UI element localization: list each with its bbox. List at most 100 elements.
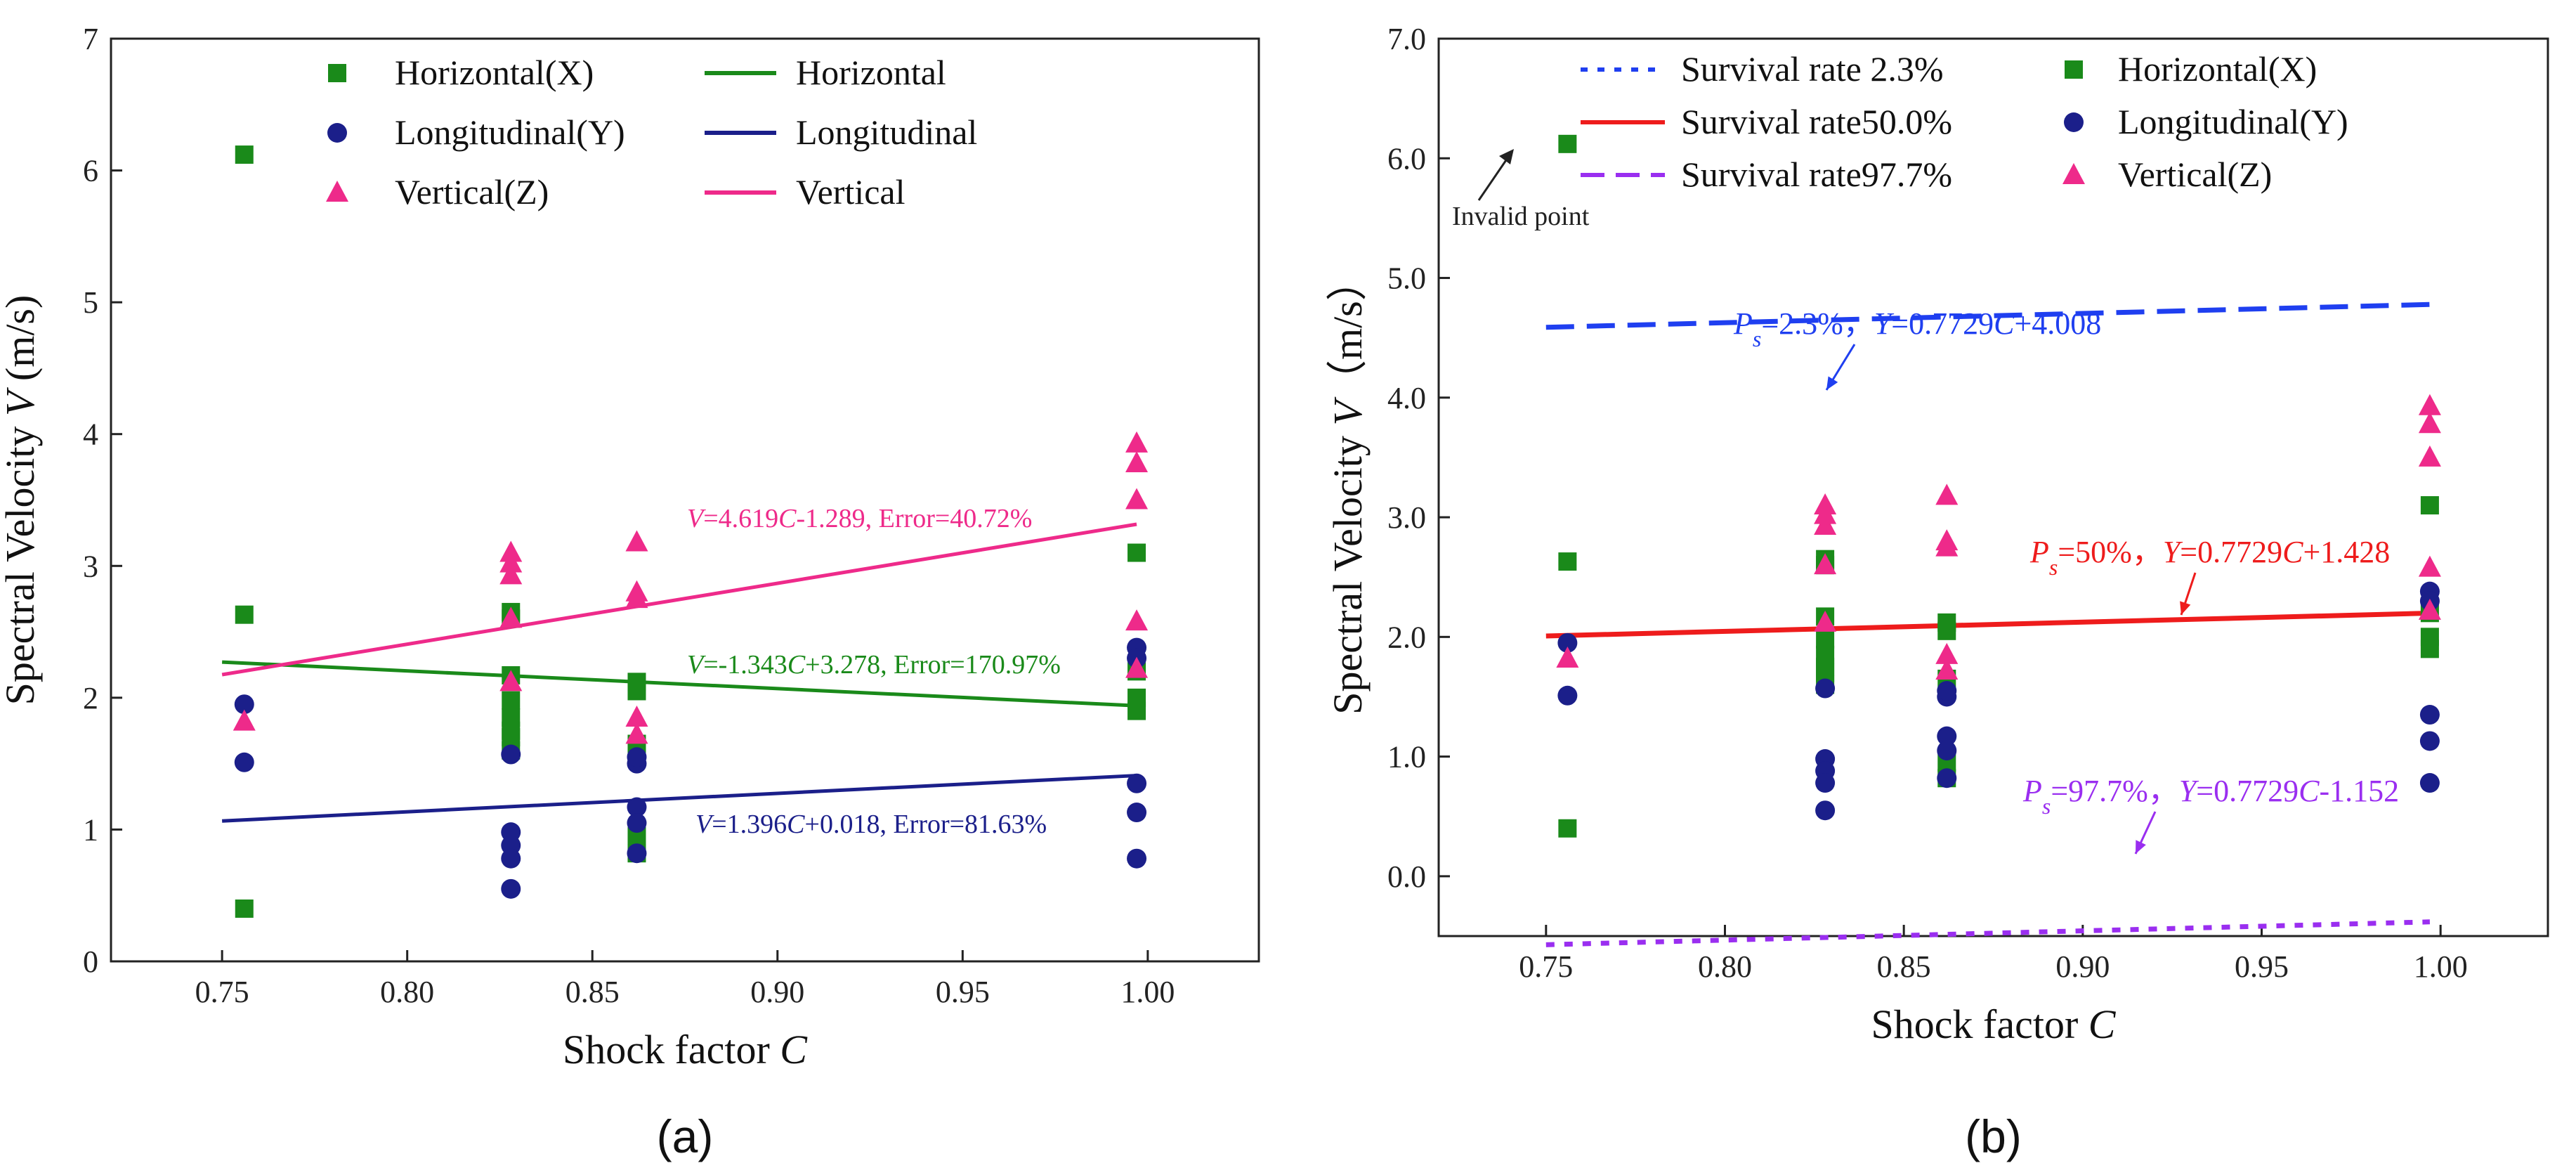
data-point [1127, 803, 1147, 823]
x-axis-label-var: C [780, 1027, 808, 1072]
chart-panel-b: 0.75 0.80 0.85 0.90 0.95 1.00 0.0 1.0 2.0 3.0 4.0 5… [1325, 22, 2549, 1162]
data-point [2418, 555, 2441, 577]
data-point [627, 843, 647, 864]
data-point [1937, 726, 1957, 746]
invalid-point-arrowhead [1499, 149, 1514, 164]
eq-intercept: +4.008 [2014, 306, 2101, 341]
y-tick-label: 4.0 [1387, 381, 1426, 415]
legend-label: Longitudinal(Y) [2118, 102, 2348, 141]
data-point [235, 899, 254, 918]
data-point [1937, 741, 1957, 761]
x-tick-label: 0.90 [2055, 949, 2110, 984]
series-vertical-z- [233, 431, 1149, 744]
fit-line-horizontal [222, 660, 1137, 708]
data-point [1816, 630, 1835, 649]
eq-ps: =50%， [2058, 535, 2162, 569]
data-point [499, 670, 523, 692]
data-point [1815, 678, 1836, 699]
y-tick-label: 7 [83, 22, 98, 56]
equation-label: V=-1.343C+3.278, Error=170.97% [687, 650, 1061, 680]
invalid-point-label: Invalid point [1452, 202, 1590, 231]
equation-arrowhead [2136, 840, 2146, 854]
data-point [234, 752, 254, 772]
eq-var: Y [2163, 535, 2183, 569]
eq-ps: =97.7%， [2051, 774, 2178, 808]
legend-label: Longitudinal(Y) [395, 112, 625, 152]
data-point [1127, 701, 1146, 720]
data-point [1125, 450, 1149, 472]
data-point [1937, 768, 1957, 788]
data-point [625, 530, 648, 552]
plot-frame [110, 37, 1260, 963]
data-point [1815, 773, 1836, 793]
data-point [501, 744, 521, 765]
y-tick-label: 2.0 [1387, 620, 1426, 654]
data-point [233, 709, 256, 731]
eq-rest: +3.278, Error=170.97% [805, 650, 1061, 680]
data-point [2420, 496, 2439, 515]
data-point [1127, 848, 1147, 869]
data-point [1125, 656, 1149, 678]
data-point [1814, 553, 1837, 575]
data-point [501, 878, 521, 899]
y-tick-label: 1.0 [1387, 740, 1426, 774]
x-axis-label: Shock factor C [563, 1027, 808, 1072]
data-point [1935, 535, 1959, 557]
legend-marker [328, 64, 346, 82]
panel-label: (b) [1965, 1110, 2022, 1162]
y-axis-label-text: Spectral Velocity [0, 416, 43, 705]
x-tick-label: 0.85 [565, 975, 620, 1009]
data-point [1125, 488, 1149, 509]
x-tick-label: 0.75 [1519, 949, 1573, 984]
eq-sub: s [1753, 326, 1761, 351]
fit-line-survival-rate-2-3- [1545, 301, 2431, 330]
fit-line-vertical [221, 522, 1137, 677]
legend-label: Survival rate97.7% [1681, 155, 1952, 194]
y-tick-label: 7.0 [1387, 22, 1426, 56]
y-axis-label-var: V [1325, 396, 1371, 425]
x-axis-label-text: Shock factor [563, 1027, 780, 1072]
data-point [1558, 134, 1577, 153]
legend-label: Vertical [796, 172, 905, 212]
y-axis-label-text: Spectral Velocity [1325, 425, 1371, 714]
eq-sub: s [2049, 554, 2058, 580]
eq-slope: =0.7729 [2196, 774, 2299, 808]
eq-var: C [778, 504, 797, 533]
eq-var: V [687, 650, 706, 680]
x-tick-label: 0.95 [2235, 949, 2289, 984]
eq-slope: =0.7729 [1891, 306, 1994, 341]
eq-rest: +0.018, Error=81.63% [805, 810, 1047, 839]
legend-label: Horizontal(X) [2118, 49, 2317, 89]
eq-slope: =4.619 [703, 504, 778, 533]
data-point [2419, 731, 2440, 751]
data-point [1557, 632, 1578, 653]
legend-label: Vertical(Z) [2118, 155, 2272, 194]
data-point [1557, 685, 1578, 706]
data-point [1814, 610, 1837, 632]
y-tick-label: 5.0 [1387, 261, 1426, 296]
eq-var: C [2299, 774, 2320, 808]
data-point [2418, 445, 2441, 467]
equation-label: Ps=2.3%，Y=0.7729C+4.008 [1733, 306, 2101, 351]
data-point [2418, 412, 2441, 434]
eq-var: C [2282, 535, 2303, 569]
y-tick-label: 4 [83, 417, 98, 452]
data-point [499, 563, 523, 585]
data-point [1558, 819, 1577, 838]
eq-ps: =2.3%， [1761, 306, 1874, 341]
x-axis-label: Shock factor C [1871, 1001, 2117, 1047]
data-point [501, 848, 521, 869]
equation-label: V=1.396C+0.018, Error=81.63% [695, 810, 1047, 839]
x-tick-label: 1.00 [1120, 975, 1175, 1009]
legend-marker [2062, 163, 2085, 184]
y-tick-label: 0 [83, 944, 98, 979]
data-point [2420, 640, 2439, 658]
data-point [234, 694, 254, 715]
data-point [1935, 658, 1959, 680]
data-point [1815, 800, 1836, 821]
y-tick-label: 1 [83, 812, 98, 847]
equation-arrowhead [1826, 376, 1838, 390]
data-point [2418, 598, 2441, 620]
series-longitudinal-y- [234, 637, 1147, 899]
eq-slope: =0.7729 [2180, 535, 2282, 569]
